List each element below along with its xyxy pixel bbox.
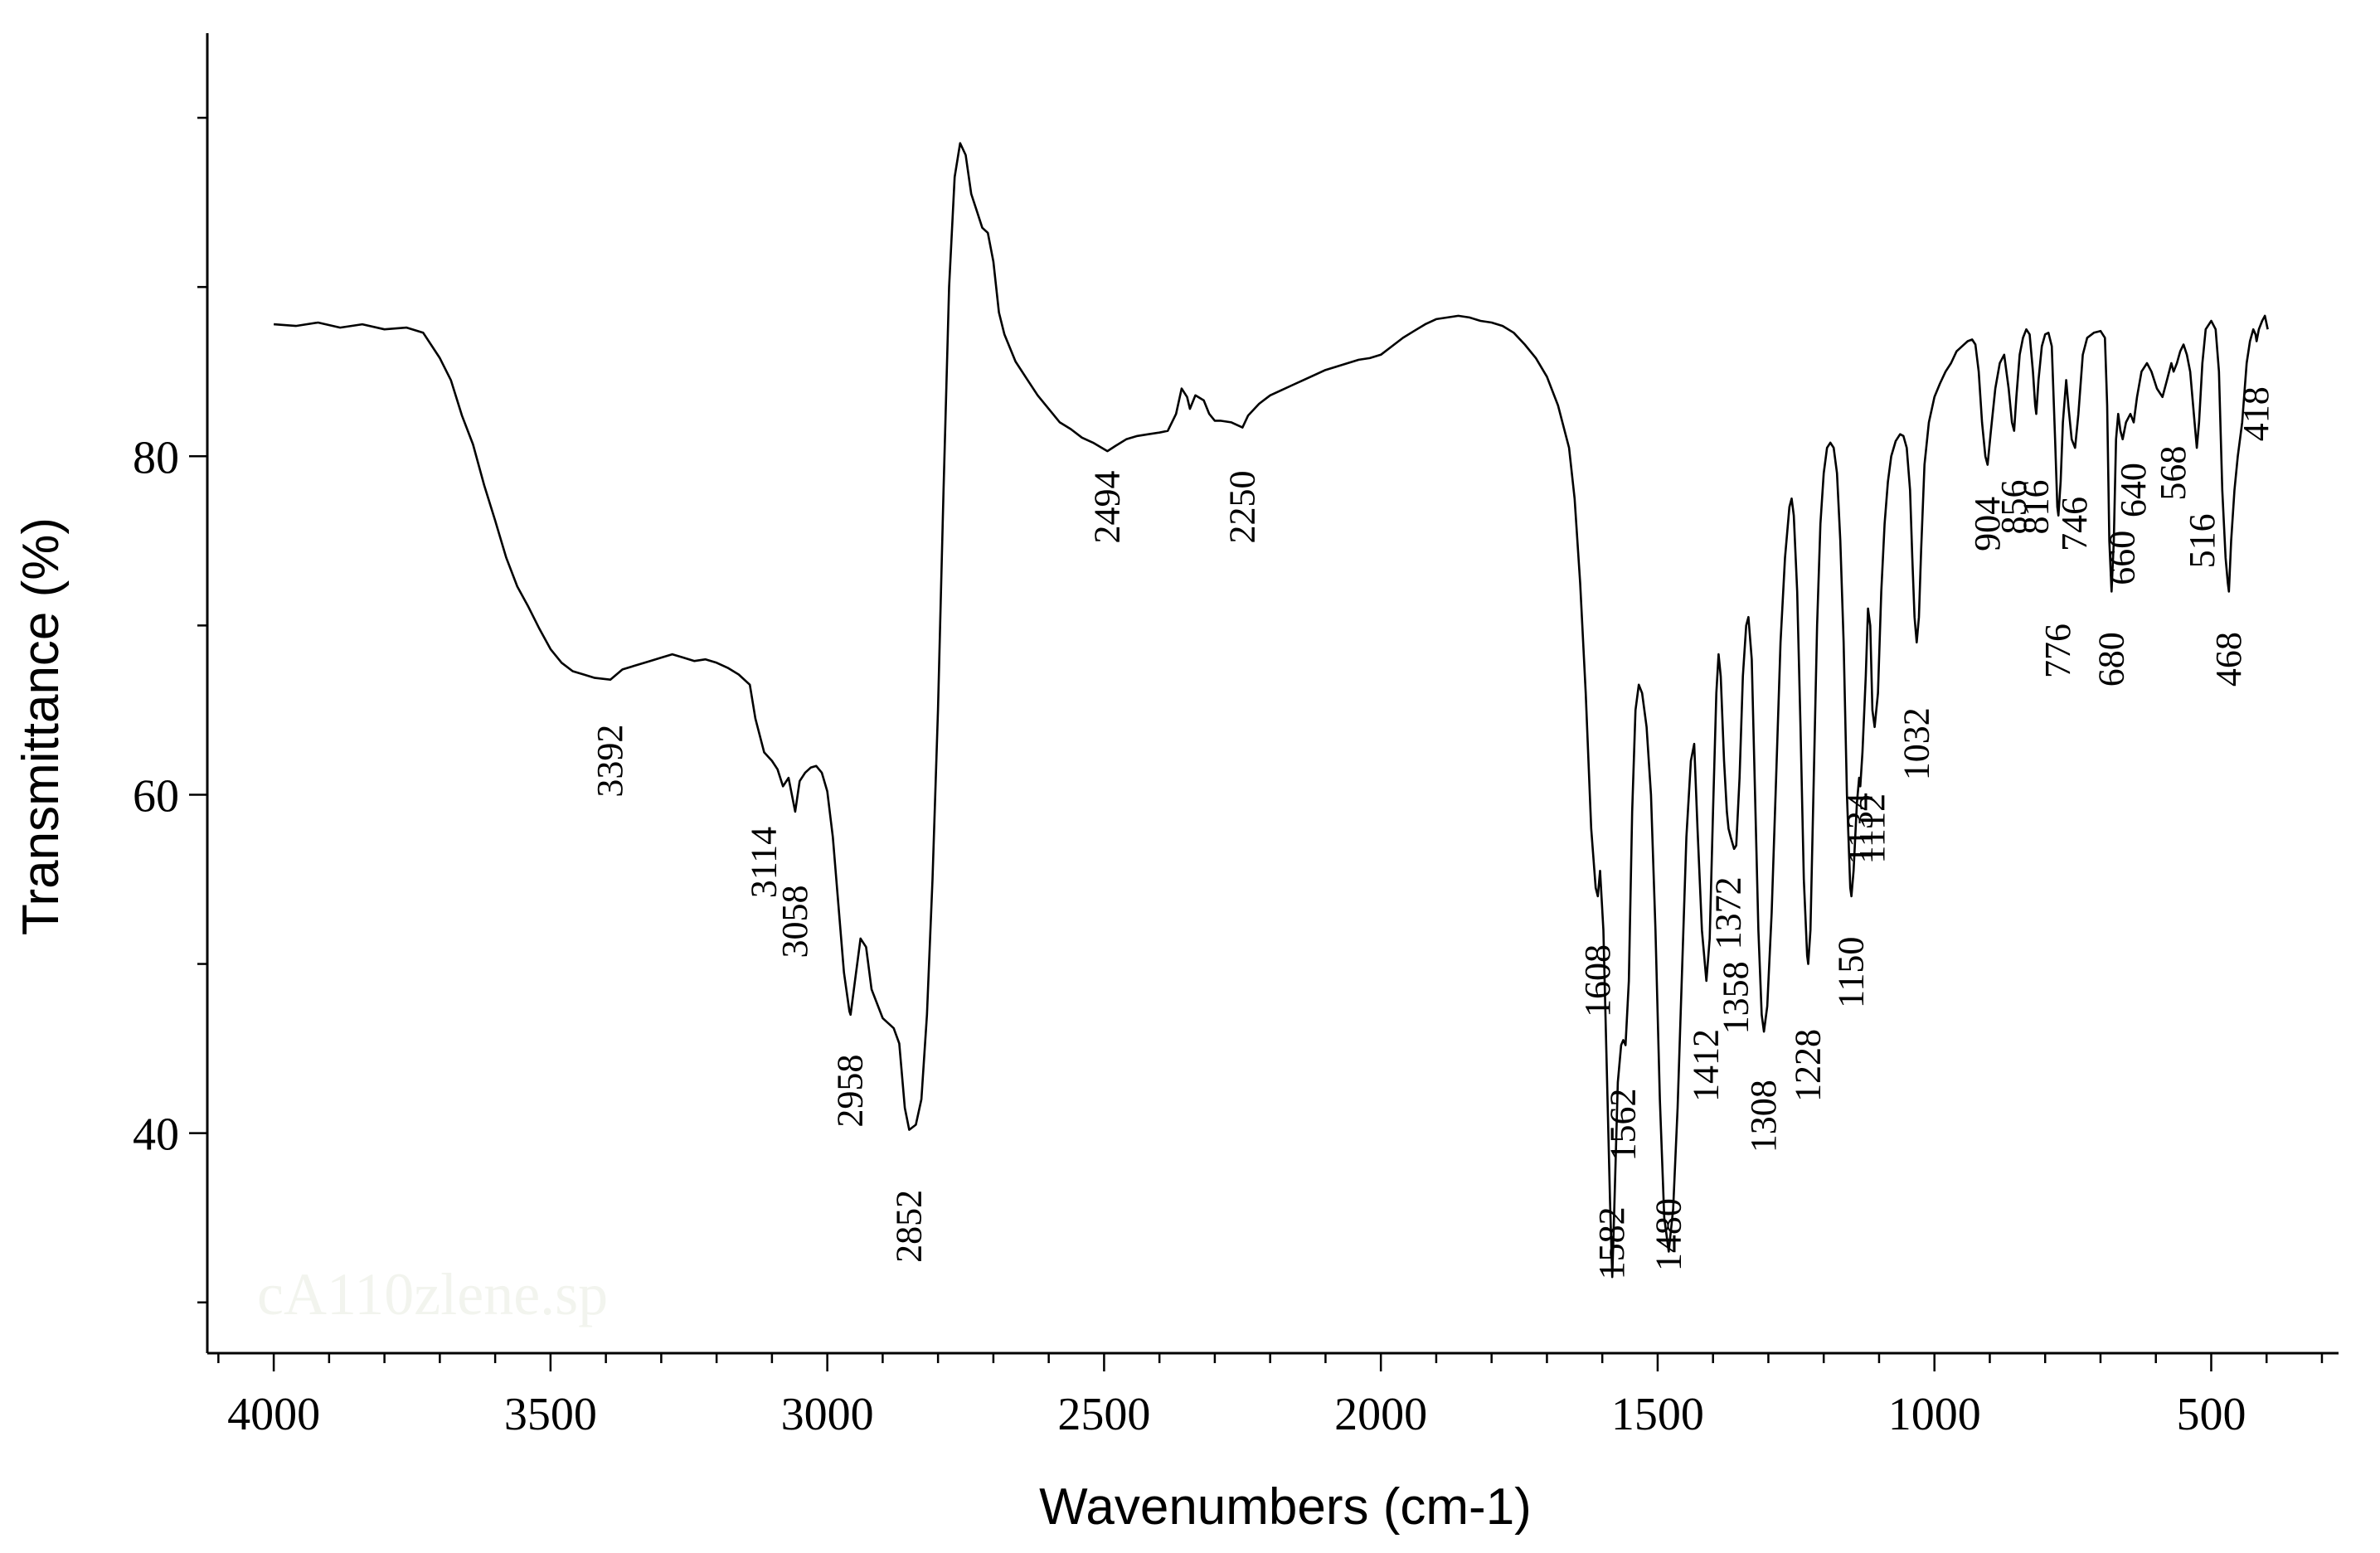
peak-label: 1562 (1603, 1088, 1644, 1161)
peak-label: 3392 (590, 725, 630, 798)
peak-label: 1372 (1707, 876, 1748, 949)
y-tick-label: 80 (133, 432, 179, 483)
peak-label: 660 (2102, 531, 2143, 585)
peak-label: 746 (2054, 497, 2095, 551)
x-axis-title: Wavenumbers (cm-1) (1039, 1478, 1532, 1536)
x-tick-label: 2000 (1334, 1389, 1427, 1440)
x-tick-label: 500 (2176, 1389, 2246, 1440)
peak-label: 856 (1994, 479, 2034, 534)
x-tick-label: 3000 (781, 1389, 874, 1440)
axes (206, 33, 2339, 1355)
peak-label: 1412 (1686, 1029, 1727, 1102)
peak-label: 1150 (1831, 937, 1872, 1008)
x-tick-label: 3500 (504, 1389, 597, 1440)
peak-label: 2494 (1086, 470, 1127, 543)
y-tick-label: 60 (133, 770, 179, 822)
peak-label: 1134 (1839, 793, 1880, 864)
x-ticks: 4000 3500 3000 2500 2000 1500 1000 500 (217, 1353, 2324, 1440)
peak-label: 1358 (1716, 961, 1756, 1034)
watermark-text: cA110zlene.sp (257, 1261, 608, 1327)
peak-label: 568 (2153, 446, 2193, 501)
x-tick-label: 1000 (1888, 1389, 1981, 1440)
peak-label: 2250 (1222, 470, 1262, 543)
peak-label: 2852 (888, 1190, 929, 1263)
x-tick-label: 2500 (1057, 1389, 1150, 1440)
peak-label: 2958 (830, 1055, 871, 1128)
peak-label: 776 (2038, 624, 2078, 678)
peak-label: 3114 (744, 827, 784, 898)
x-tick-label: 4000 (227, 1389, 320, 1440)
peak-label: 1582 (1591, 1206, 1632, 1279)
peak-label: 640 (2113, 463, 2154, 517)
y-ticks: 40 60 80 (133, 116, 207, 1304)
peak-label: 1480 (1648, 1198, 1688, 1271)
peak-label: 1608 (1577, 944, 1618, 1017)
spectrum-line (274, 142, 2269, 1279)
peak-label: 1228 (1788, 1029, 1829, 1102)
peak-label: 1032 (1896, 707, 1936, 780)
y-tick-label: 40 (133, 1109, 179, 1161)
peak-label: 516 (2182, 513, 2222, 568)
peak-label: 468 (2208, 632, 2249, 687)
peak-label: 3058 (775, 886, 815, 958)
peak-label: 1112 (1852, 793, 1892, 864)
x-tick-label: 1500 (1611, 1389, 1704, 1440)
peak-label: 1308 (1743, 1080, 1784, 1153)
peak-label: 418 (2236, 386, 2276, 441)
peak-label: 904 (1967, 497, 2008, 551)
peak-label: 680 (2091, 632, 2131, 687)
peak-label: 816 (2016, 479, 2057, 534)
y-axis-title: Transmittance (%) (12, 517, 70, 935)
